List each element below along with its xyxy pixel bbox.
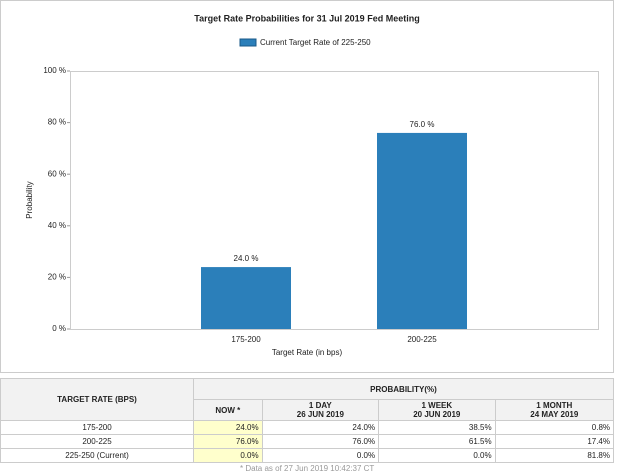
column-header: 1 WEEK 20 JUN 2019 bbox=[378, 399, 496, 421]
row-label: 200-225 bbox=[0, 434, 194, 449]
y-tick-label: 20 % bbox=[48, 273, 66, 282]
data-label: 76.0 % bbox=[410, 120, 435, 129]
y-tick-label: 100 % bbox=[43, 66, 66, 75]
cell: 0.8% bbox=[494, 420, 615, 435]
cell: 76.0% bbox=[193, 434, 263, 449]
column-header: NOW * bbox=[193, 399, 263, 421]
cell: 24.0% bbox=[261, 420, 380, 435]
y-tick-label: 0 % bbox=[52, 324, 66, 333]
legend-label: Current Target Rate of 225-250 bbox=[260, 38, 371, 47]
table-row: 200-225 76.0% 76.0% 61.5% 17.4% bbox=[0, 434, 615, 449]
row-label: 175-200 bbox=[0, 420, 194, 435]
cell: 17.4% bbox=[494, 434, 615, 449]
column-date: 26 JUN 2019 bbox=[296, 410, 344, 419]
column-label: 1 MONTH bbox=[536, 401, 573, 410]
column-header: 1 MONTH 24 MAY 2019 bbox=[494, 399, 615, 421]
cell: 76.0% bbox=[261, 434, 380, 449]
column-date: 20 JUN 2019 bbox=[413, 410, 461, 419]
column-label: 1 WEEK bbox=[421, 401, 453, 410]
chart-title: Target Rate Probabilities for 31 Jul 201… bbox=[194, 13, 419, 23]
table-row: 225-250 (Current) 0.0% 0.0% 0.0% 81.8% bbox=[0, 448, 615, 463]
x-tick-label: 175-200 bbox=[231, 335, 261, 344]
chart-frame bbox=[0, 0, 614, 373]
bar bbox=[377, 132, 467, 329]
legend-swatch bbox=[239, 38, 257, 47]
group-header: PROBABILITY(%) bbox=[193, 378, 614, 400]
y-tick-label: 60 % bbox=[48, 169, 66, 178]
footnote: * Data as of 27 Jun 2019 10:42:37 CT bbox=[240, 464, 375, 473]
table-row: 175-200 24.0% 24.0% 38.5% 0.8% bbox=[0, 420, 615, 435]
chart: Target Rate Probabilities for 31 Jul 201… bbox=[0, 0, 614, 373]
column-date: 24 MAY 2019 bbox=[530, 410, 579, 419]
plot-frame bbox=[70, 71, 599, 330]
cell: 0.0% bbox=[378, 448, 496, 463]
cell: 0.0% bbox=[261, 448, 380, 463]
y-axis-label: Probability bbox=[25, 181, 34, 218]
cell: 61.5% bbox=[378, 434, 496, 449]
y-tick-label: 80 % bbox=[48, 118, 66, 127]
cell: 81.8% bbox=[494, 448, 615, 463]
cell: 38.5% bbox=[378, 420, 496, 435]
y-tick-label: 40 % bbox=[48, 221, 66, 230]
x-axis-label: Target Rate (in bps) bbox=[272, 348, 343, 357]
column-label: NOW * bbox=[215, 405, 241, 415]
table-header: TARGET RATE (BPS) bbox=[0, 378, 194, 421]
bar bbox=[201, 267, 291, 329]
cell: 0.0% bbox=[193, 448, 263, 463]
column-header: 1 DAY 26 JUN 2019 bbox=[261, 399, 380, 421]
row-label: 225-250 (Current) bbox=[0, 448, 194, 463]
data-label: 24.0 % bbox=[234, 254, 259, 263]
cell: 24.0% bbox=[193, 420, 263, 435]
x-tick-label: 200-225 bbox=[407, 335, 437, 344]
column-label: 1 DAY bbox=[308, 401, 332, 410]
probability-table: TARGET RATE (BPS) PROBABILITY(%) NOW * 1 … bbox=[0, 378, 615, 463]
